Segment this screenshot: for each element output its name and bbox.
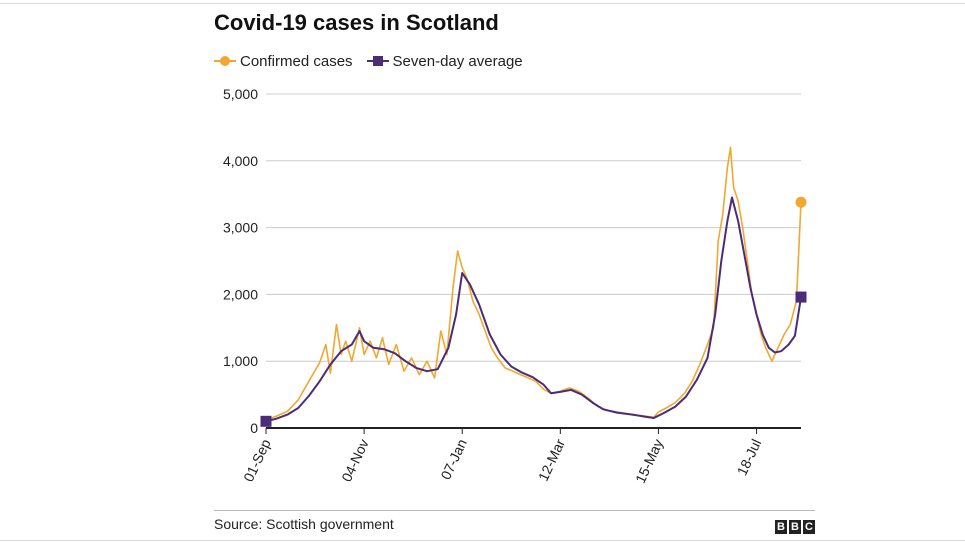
y-tick-label: 0 [250,420,258,436]
bbc-logo-letter: B [789,520,801,534]
x-tick-label: 01-Sep [240,436,274,484]
legend-average-marker [372,56,383,66]
average-start-marker [260,415,272,427]
bottom-border [0,540,965,541]
confirmed-end-marker [795,196,807,208]
legend-average-swatch [366,56,389,66]
bbc-logo: B B C [773,520,815,534]
y-tick-label: 5,000 [223,86,258,102]
x-tick-label: 07-Jan [437,437,470,483]
legend-item-confirmed: Confirmed cases [214,53,353,70]
legend-average-label: Seven-day average [392,52,523,70]
x-tick-label: 04-Nov [338,437,372,485]
source-note: Source: Scottish government [214,516,394,532]
y-tick-label: 1,000 [223,353,258,369]
x-tick-label: 15-May [632,437,666,486]
series-line-confirmed [265,146,802,421]
source-divider [214,510,815,511]
series-end-markers [260,196,807,427]
y-tick-label: 4,000 [223,153,258,169]
legend-confirmed-label: Confirmed cases [240,52,353,70]
bbc-logo-letter: B [775,520,787,534]
chart-title: Covid-19 cases in Scotland [214,10,499,35]
y-tick-label: 2,000 [223,286,258,302]
average-end-marker [795,291,807,303]
chart-legend: Confirmed cases Seven-day average [214,51,537,71]
x-tick-label: 12-Mar [535,436,568,483]
top-border [0,3,965,4]
y-tick-label: 3,000 [223,220,258,236]
legend-confirmed-swatch [214,56,236,66]
legend-confirmed-marker [220,56,230,66]
x-axis-tick-labels: 01-Sep 04-Nov 07-Jan 12-Mar 15-May 18-Jul [240,428,764,486]
x-tick-label: 18-Jul [734,437,765,478]
gridlines [266,93,801,429]
y-axis-tick-labels: 0 1,000 2,000 3,000 4,000 5,000 [223,86,258,436]
legend-item-average: Seven-day average [366,52,523,70]
series-line-average [265,196,802,423]
series-lines [265,146,802,423]
bbc-logo-letter: C [803,520,815,534]
